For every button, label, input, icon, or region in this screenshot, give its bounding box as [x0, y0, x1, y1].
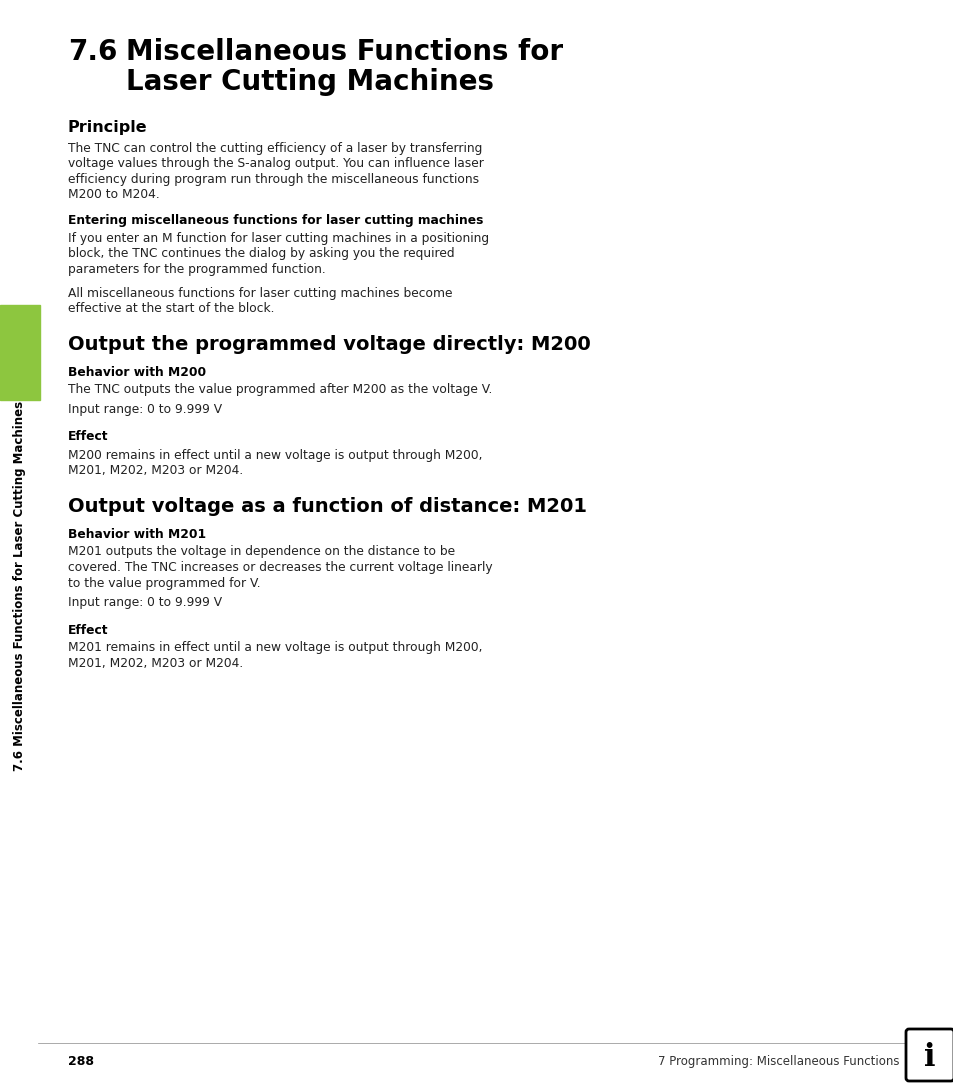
Text: block, the TNC continues the dialog by asking you the required: block, the TNC continues the dialog by a…: [68, 248, 455, 261]
Text: If you enter an M function for laser cutting machines in a positioning: If you enter an M function for laser cut…: [68, 232, 489, 245]
Text: parameters for the programmed function.: parameters for the programmed function.: [68, 263, 325, 276]
Text: Principle: Principle: [68, 120, 148, 135]
Text: 7 Programming: Miscellaneous Functions: 7 Programming: Miscellaneous Functions: [658, 1055, 899, 1068]
Text: voltage values through the S-analog output. You can influence laser: voltage values through the S-analog outp…: [68, 157, 483, 170]
Text: M200 to M204.: M200 to M204.: [68, 189, 159, 202]
Text: Behavior with M200: Behavior with M200: [68, 365, 206, 379]
Text: The TNC can control the cutting efficiency of a laser by transferring: The TNC can control the cutting efficien…: [68, 142, 482, 155]
Text: M201, M202, M203 or M204.: M201, M202, M203 or M204.: [68, 464, 243, 477]
Text: M201, M202, M203 or M204.: M201, M202, M203 or M204.: [68, 657, 243, 670]
Text: efficiency during program run through the miscellaneous functions: efficiency during program run through th…: [68, 173, 478, 185]
Bar: [0, 305, 40, 400]
Text: Effect: Effect: [68, 431, 109, 444]
Text: 7.6: 7.6: [68, 38, 117, 65]
Text: Entering miscellaneous functions for laser cutting machines: Entering miscellaneous functions for las…: [68, 214, 483, 227]
Text: All miscellaneous functions for laser cutting machines become: All miscellaneous functions for laser cu…: [68, 287, 452, 300]
Text: M201 remains in effect until a new voltage is output through M200,: M201 remains in effect until a new volta…: [68, 642, 482, 655]
Text: Miscellaneous Functions for: Miscellaneous Functions for: [126, 38, 562, 65]
Text: Input range: 0 to 9.999 V: Input range: 0 to 9.999 V: [68, 403, 222, 416]
Text: effective at the start of the block.: effective at the start of the block.: [68, 302, 274, 315]
FancyBboxPatch shape: [905, 1029, 953, 1081]
Text: M201 outputs the voltage in dependence on the distance to be: M201 outputs the voltage in dependence o…: [68, 546, 455, 559]
Text: Laser Cutting Machines: Laser Cutting Machines: [126, 68, 494, 96]
Text: 288: 288: [68, 1055, 94, 1068]
Text: M200 remains in effect until a new voltage is output through M200,: M200 remains in effect until a new volta…: [68, 448, 482, 461]
Text: 7.6 Miscellaneous Functions for Laser Cutting Machines: 7.6 Miscellaneous Functions for Laser Cu…: [13, 400, 27, 770]
Text: The TNC outputs the value programmed after M200 as the voltage V.: The TNC outputs the value programmed aft…: [68, 384, 492, 396]
Text: Output the programmed voltage directly: M200: Output the programmed voltage directly: …: [68, 336, 590, 355]
Text: i: i: [923, 1043, 935, 1074]
Text: Behavior with M201: Behavior with M201: [68, 528, 206, 540]
Text: Input range: 0 to 9.999 V: Input range: 0 to 9.999 V: [68, 596, 222, 609]
Text: Output voltage as a function of distance: M201: Output voltage as a function of distance…: [68, 497, 586, 516]
Text: to the value programmed for V.: to the value programmed for V.: [68, 576, 260, 589]
Text: Effect: Effect: [68, 623, 109, 636]
Text: covered. The TNC increases or decreases the current voltage linearly: covered. The TNC increases or decreases …: [68, 561, 492, 574]
